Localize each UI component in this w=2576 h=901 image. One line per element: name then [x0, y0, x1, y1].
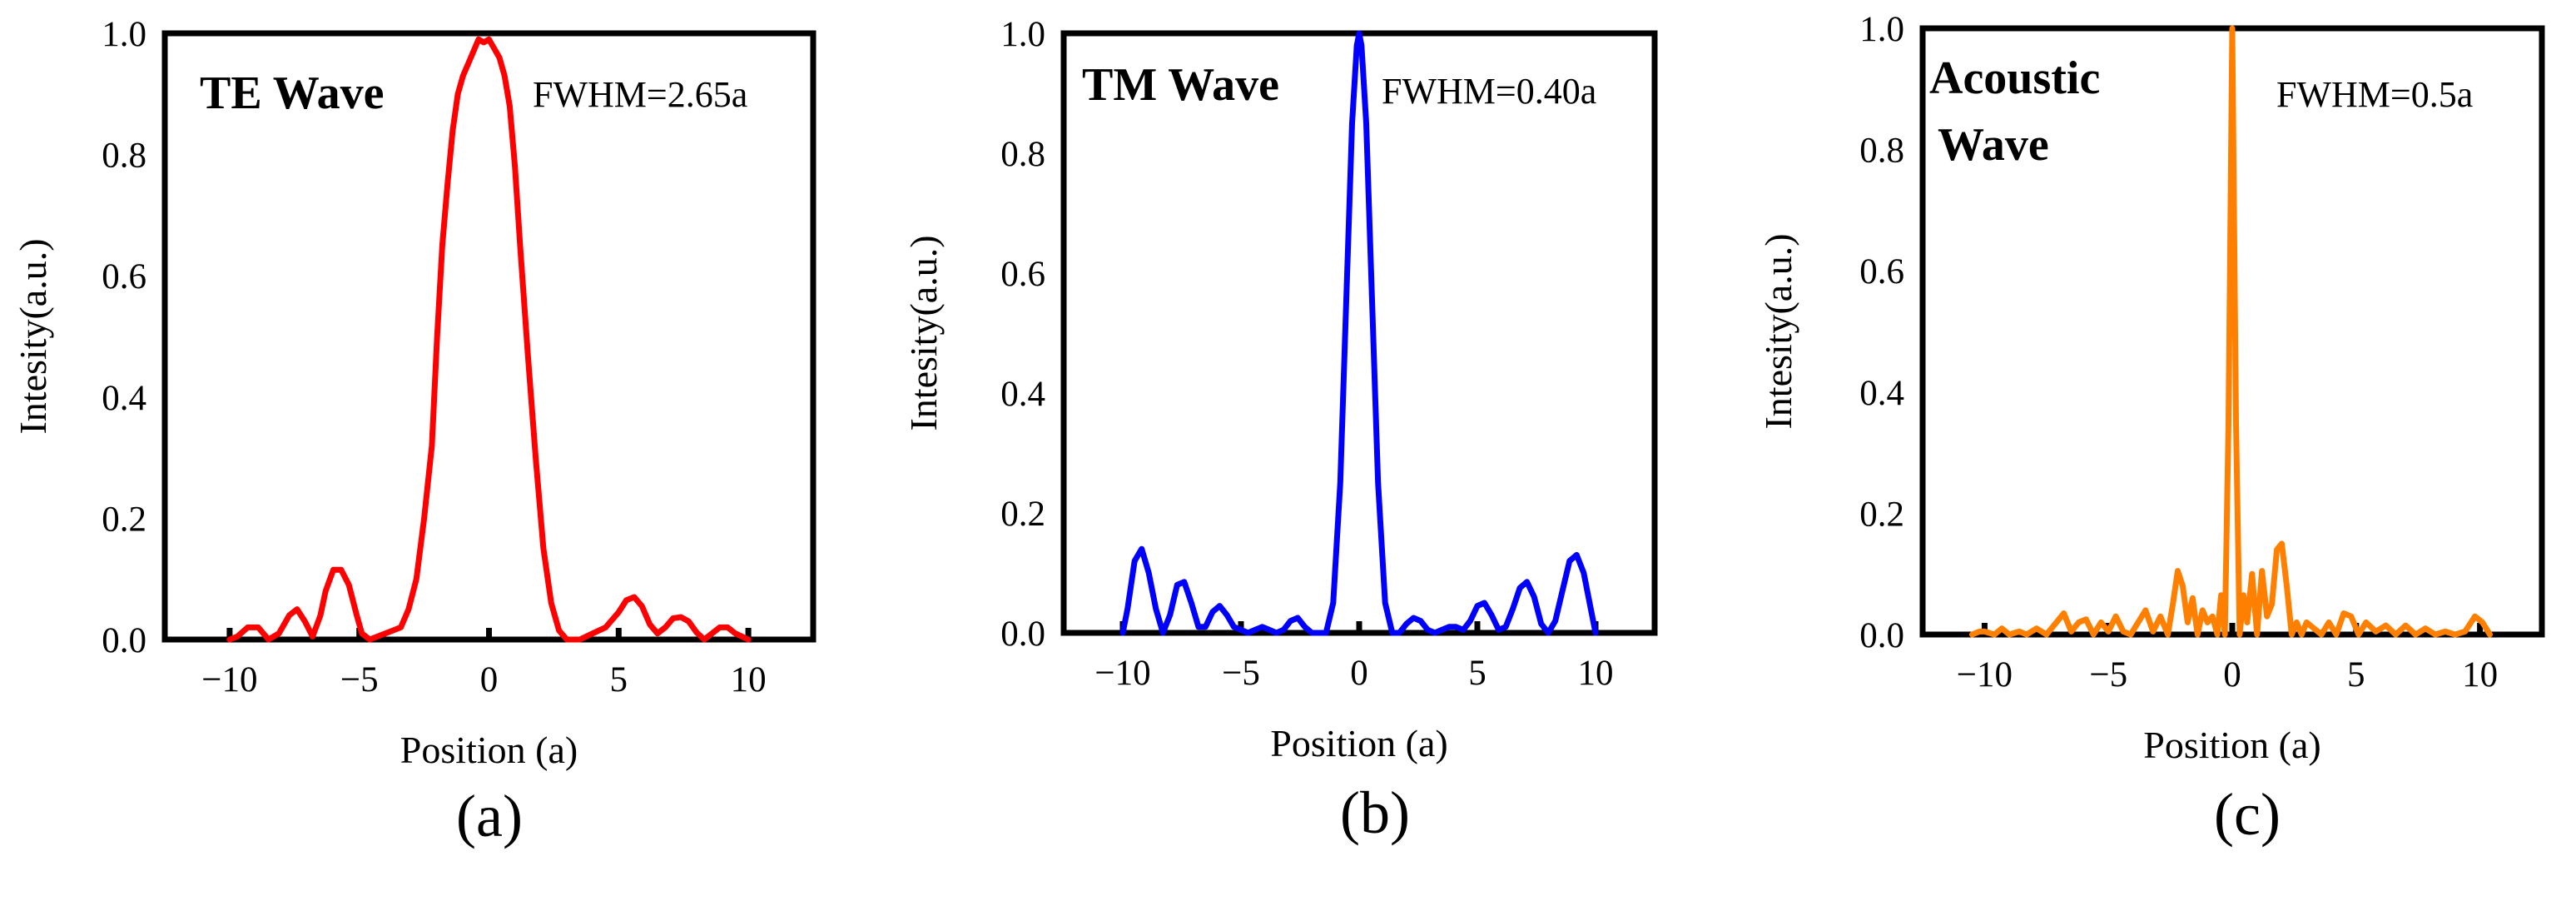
panel-title-line-2: Wave: [1938, 119, 2049, 171]
y-axis-label: Intesity(a.u.): [902, 235, 945, 431]
y-tick-label: 0.0: [1859, 616, 1904, 655]
x-tick-label: −5: [2089, 655, 2127, 694]
x-tick-label: 10: [1578, 654, 1614, 693]
x-tick-label: 0: [2223, 655, 2241, 694]
x-tick-label: 5: [610, 660, 628, 699]
x-tick-labels: −10 −5 0 5 10: [1094, 654, 1613, 693]
x-tick-labels: −10 −5 0 5 10: [201, 660, 766, 699]
y-tick-label: 0.2: [1000, 495, 1045, 534]
x-tick-label: 5: [2347, 655, 2365, 694]
plot-frame: [161, 30, 816, 643]
y-tick-label: 0.0: [1000, 615, 1045, 654]
y-tick-label: 1.0: [102, 15, 146, 54]
y-tick-label: 0.2: [1859, 495, 1904, 534]
acoustic-wave-line: [1969, 25, 2493, 638]
y-tick-label: 0.6: [102, 257, 146, 296]
x-axis-label: Position (a): [1270, 722, 1447, 764]
y-axis-label: Intesity(a.u.): [1757, 233, 1799, 429]
plot-frame: [1060, 30, 1658, 636]
fwhm-annotation: FWHM=0.40a: [1382, 71, 1596, 112]
y-tick-labels: 0.0 0.2 0.4 0.6 0.8 1.0: [102, 15, 146, 660]
x-tick-label: 5: [1468, 654, 1487, 693]
y-tick-label: 0.4: [1000, 375, 1045, 414]
caption-c: (c): [2214, 781, 2281, 848]
x-axis-label: Position (a): [400, 729, 578, 771]
panel-title: TE Wave: [200, 67, 384, 119]
y-tick-label: 0.4: [1859, 374, 1904, 413]
y-tick-label: 0.8: [1859, 132, 1904, 171]
x-tick-label: −5: [1222, 654, 1260, 693]
x-tick-label: 0: [480, 660, 499, 699]
tm-wave-line: [1119, 30, 1599, 636]
te-wave-line: [226, 36, 752, 643]
y-tick-label: 0.8: [102, 137, 146, 176]
x-tick-label: −10: [1094, 654, 1150, 693]
y-tick-labels: 0.0 0.2 0.4 0.6 0.8 1.0: [1859, 10, 1904, 655]
x-axis-label: Position (a): [2143, 724, 2320, 766]
x-tick-label: 10: [731, 660, 767, 699]
panel-tm-wave: 0.0 0.2 0.4 0.6 0.8 1.0 −10 −5 0 5 10 TM Wave FWH…: [902, 15, 1658, 764]
panel-title-line-1: Acoustic: [1929, 52, 2100, 104]
panel-te-wave: 0.0 0.2 0.4 0.6 0.8 1.0 −10 −5 0 5 10 TE Wave FWH…: [12, 15, 816, 771]
y-axis-label: Intesity(a.u.): [12, 238, 54, 434]
panel-title: TM Wave: [1082, 59, 1279, 111]
y-tick-label: 0.2: [102, 500, 146, 539]
x-tick-labels: −10 −5 0 5 10: [1957, 655, 2498, 694]
x-tick-label: 0: [1350, 654, 1368, 693]
y-tick-label: 0.4: [102, 379, 146, 418]
y-tick-label: 0.6: [1859, 252, 1904, 291]
fwhm-annotation: FWHM=2.65a: [533, 74, 747, 115]
y-tick-label: 0.6: [1000, 255, 1045, 294]
fwhm-annotation: FWHM=0.5a: [2276, 74, 2473, 115]
y-tick-label: 1.0: [1000, 15, 1045, 54]
y-tick-label: 1.0: [1859, 10, 1904, 49]
y-tick-label: 0.8: [1000, 135, 1045, 174]
y-tick-label: 0.0: [102, 621, 146, 660]
panel-acoustic-wave: 0.0 0.2 0.4 0.6 0.8 1.0 −10 −5 0 5 10 Acoustic Wa…: [1757, 10, 2545, 766]
x-tick-label: −5: [340, 660, 379, 699]
y-tick-labels: 0.0 0.2 0.4 0.6 0.8 1.0: [1000, 15, 1045, 654]
x-tick-label: −10: [1957, 655, 2013, 694]
x-tick-label: −10: [201, 660, 257, 699]
caption-b: (b): [1340, 779, 1410, 846]
x-tick-label: 10: [2462, 655, 2498, 694]
caption-a: (a): [456, 783, 523, 849]
